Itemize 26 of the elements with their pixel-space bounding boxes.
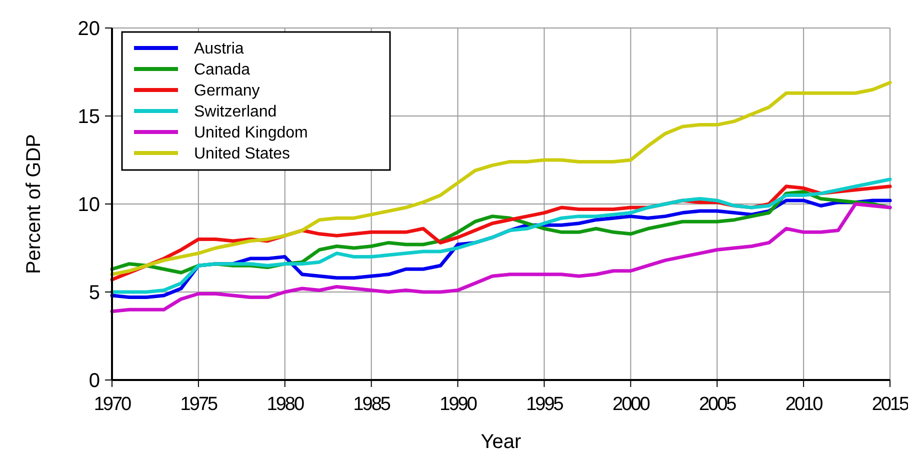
x-tick-label: 1995 [526,394,564,415]
x-axis-title: Year [480,431,522,453]
x-tick-label: 2005 [698,394,736,415]
legend-label: Germany [194,82,260,100]
line-series [110,202,892,314]
x-tick-label: 1980 [266,394,304,415]
legend-label: Austria [194,40,244,58]
y-tick-label: 5 [88,282,100,304]
x-tick-label: 2000 [612,394,650,415]
x-tick-label: 1975 [180,394,218,415]
x-tick-label: 1990 [440,394,477,415]
x-tick-label: 1970 [94,394,132,415]
legend-label: United States [194,146,290,163]
line-series [110,178,892,294]
y-tick-label: 10 [78,194,100,216]
y-tick-label: 20 [78,18,100,40]
legend-label: Canada [194,62,250,79]
line-series [110,80,892,276]
y-tick-label: 0 [88,370,100,392]
x-tick-label: 2015 [872,394,910,415]
x-tick-label: 2010 [785,394,823,415]
x-tick-label: 1985 [353,394,390,415]
legend-label: United Kingdom [194,124,308,142]
y-axis-title: Percent of GDP [23,134,45,274]
y-tick-label: 15 [78,106,100,128]
legend-label: Switzerland [194,104,277,121]
